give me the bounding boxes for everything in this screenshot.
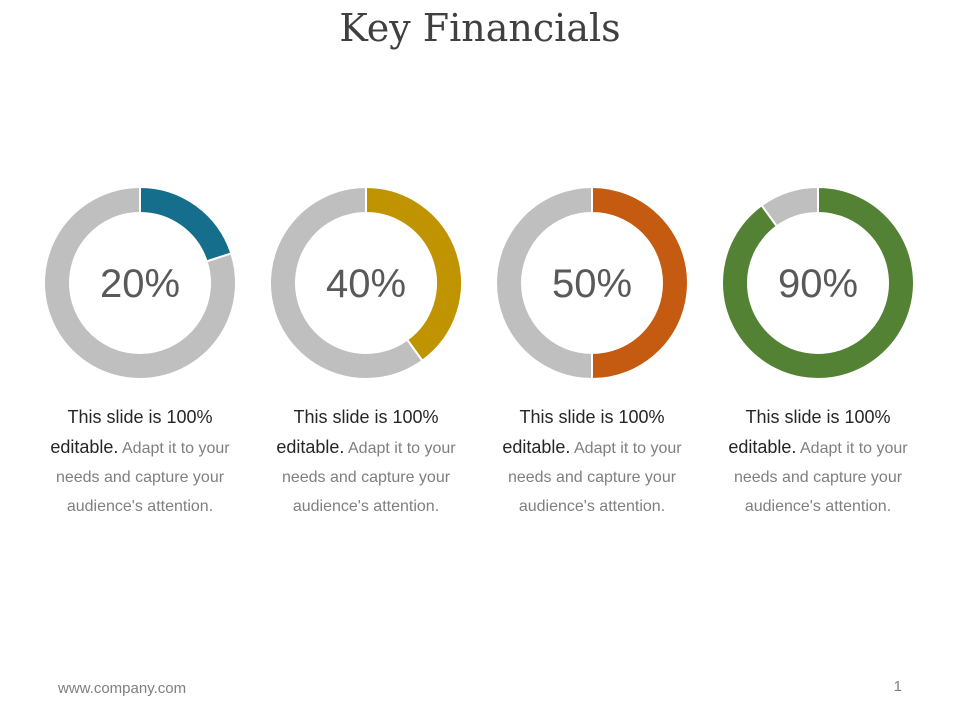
card-body: Adapt it to your needs and capture your …: [55, 440, 230, 515]
donut-value-segment: [591, 185, 689, 381]
page-number: 1: [893, 678, 902, 695]
card-lead: This slide is 100% editable.: [728, 407, 891, 457]
donut-chart: 50%: [495, 185, 689, 381]
donut-remainder-segment: [269, 185, 424, 380]
percent-label: 50%: [552, 262, 632, 306]
percent-label: 90%: [778, 262, 858, 306]
donut-value-segment: [139, 185, 233, 263]
donut-value-segment: [721, 185, 915, 380]
card-lead: This slide is 100% editable.: [50, 407, 213, 457]
donut-chart: 20%: [43, 185, 237, 380]
card-description: This slide is 100% editable. Adapt it to…: [268, 403, 464, 521]
kpi-card: 50% This slide is 100% editable. Adapt i…: [494, 185, 690, 521]
kpi-card: 90% This slide is 100% editable. Adapt i…: [720, 185, 916, 521]
footer-url[interactable]: www.company.com: [58, 680, 187, 697]
percent-label: 40%: [326, 262, 406, 306]
slide-title: Key Financials: [339, 6, 621, 50]
card-lead: This slide is 100% editable.: [276, 407, 439, 457]
card-body: Adapt it to your needs and capture your …: [733, 440, 908, 515]
card-description: This slide is 100% editable. Adapt it to…: [720, 403, 916, 521]
card-description: This slide is 100% editable. Adapt it to…: [494, 403, 690, 521]
donut-remainder-segment: [495, 185, 593, 381]
card-body: Adapt it to your needs and capture your …: [281, 440, 456, 515]
donut-chart: 90%: [721, 185, 915, 380]
donut-value-segment: [365, 185, 463, 363]
kpi-card: 40% This slide is 100% editable. Adapt i…: [268, 185, 464, 521]
kpi-card: 20% This slide is 100% editable. Adapt i…: [42, 185, 238, 521]
donut-chart: 40%: [269, 185, 463, 380]
card-body: Adapt it to your needs and capture your …: [507, 440, 682, 515]
card-description: This slide is 100% editable. Adapt it to…: [42, 403, 238, 521]
card-lead: This slide is 100% editable.: [502, 407, 665, 457]
percent-label: 20%: [100, 262, 180, 306]
donut-remainder-segment: [43, 185, 237, 380]
